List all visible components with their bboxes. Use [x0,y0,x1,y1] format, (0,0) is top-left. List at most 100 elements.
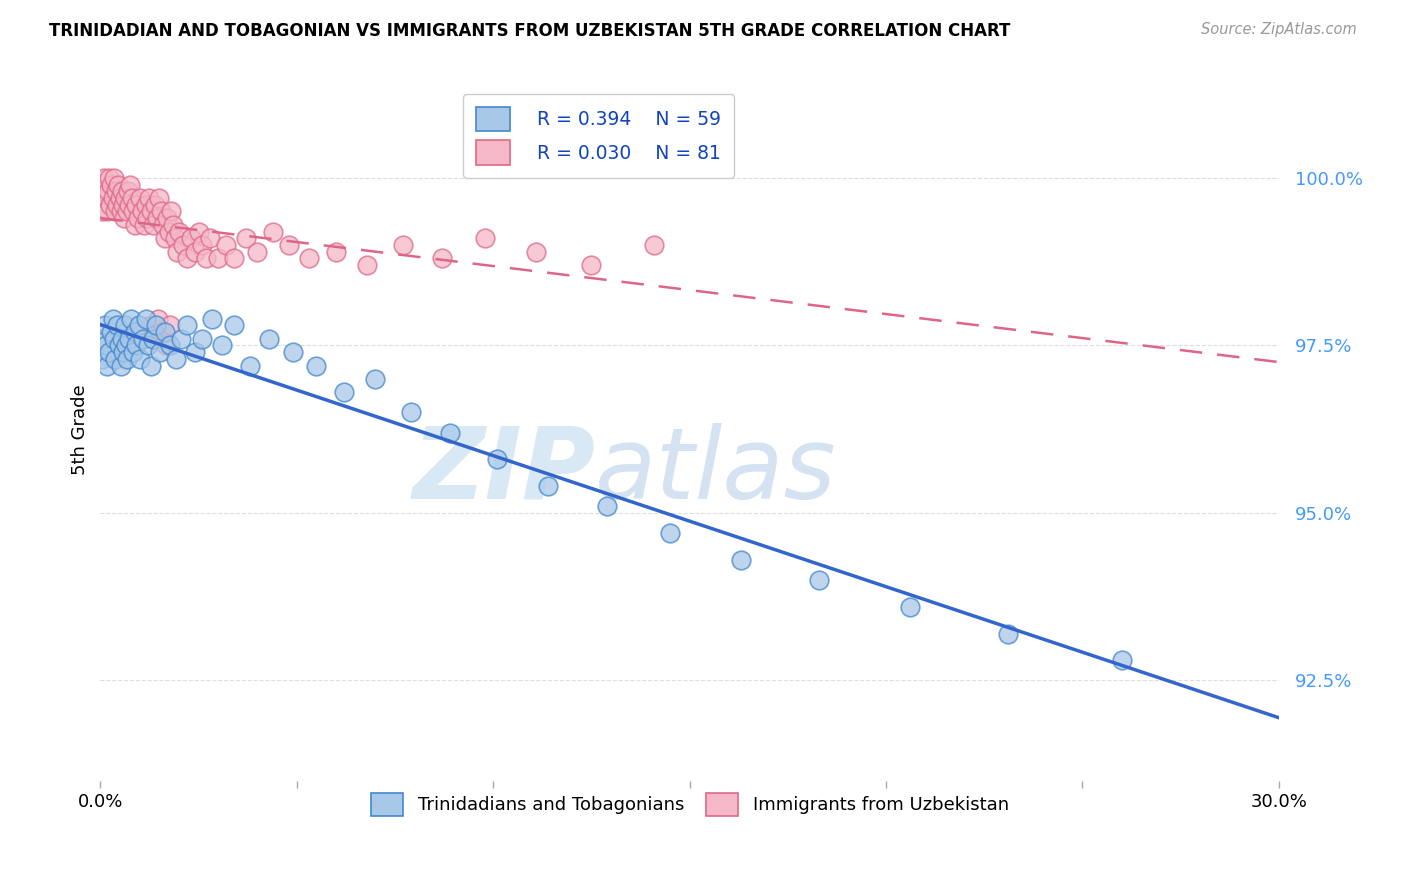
Point [94,191,117,205]
Point [129,351,152,366]
Point [195,252,218,266]
Point [166,244,188,259]
Point [364,372,387,386]
Point [100,178,122,192]
Point [139,359,162,373]
Point [143,198,166,212]
Point [128,318,150,333]
Point [135,311,157,326]
Point [159,318,181,333]
Point [211,338,233,352]
Point [104,204,127,219]
Point [121,191,143,205]
Point [297,252,319,266]
Point [115,351,138,366]
Point [239,359,262,373]
Point [139,318,162,333]
Point [162,218,184,232]
Point [439,425,461,440]
Point [146,211,169,226]
Point [808,573,831,587]
Point [159,338,181,352]
Point [125,198,148,212]
Point [149,345,172,359]
Point [399,405,422,419]
Point [118,198,141,212]
Point [526,244,548,259]
Point [486,452,509,467]
Point [91,185,114,199]
Point [98,170,121,185]
Point [150,204,173,219]
Point [277,238,299,252]
Point [165,351,187,366]
Point [117,185,139,199]
Point [96,338,118,352]
Point [143,332,166,346]
Legend: Trinidadians and Tobagonians, Immigrants from Uzbekistan: Trinidadians and Tobagonians, Immigrants… [361,783,1018,825]
Point [98,198,121,212]
Point [148,311,170,326]
Point [183,345,205,359]
Point [176,318,198,333]
Text: TRINIDADIAN AND TOBAGONIAN VS IMMIGRANTS FROM UZBEKISTAN 5TH GRADE CORRELATION C: TRINIDADIAN AND TOBAGONIAN VS IMMIGRANTS… [49,22,1011,40]
Point [100,325,122,339]
Point [138,191,160,205]
Point [114,318,136,333]
Point [222,318,245,333]
Point [152,218,174,232]
Point [997,626,1019,640]
Point [124,218,146,232]
Point [101,311,124,326]
Point [101,191,124,205]
Point [114,191,136,205]
Point [153,325,176,339]
Point [898,599,921,614]
Text: Source: ZipAtlas.com: Source: ZipAtlas.com [1201,22,1357,37]
Point [107,178,129,192]
Point [145,318,167,333]
Point [167,225,190,239]
Point [262,225,284,239]
Point [187,225,209,239]
Point [112,198,135,212]
Point [121,345,143,359]
Point [160,204,183,219]
Point [115,338,138,352]
Point [136,338,159,352]
Point [125,338,148,352]
Point [207,252,229,266]
Point [105,198,128,212]
Point [111,185,134,199]
Point [537,479,560,493]
Point [392,238,415,252]
Point [111,332,134,346]
Point [200,231,222,245]
Point [104,351,127,366]
Point [281,345,304,359]
Point [153,231,176,245]
Point [96,359,118,373]
Point [201,311,224,326]
Point [98,345,121,359]
Point [128,191,150,205]
Point [356,258,378,272]
Point [136,211,159,226]
Point [93,332,115,346]
Point [103,170,125,185]
Point [112,211,135,226]
Point [259,332,281,346]
Text: ZIP: ZIP [412,423,595,520]
Point [333,385,356,400]
Point [596,500,619,514]
Point [155,338,177,352]
Point [120,311,142,326]
Point [96,204,118,219]
Point [172,238,194,252]
Point [235,231,257,245]
Point [131,204,153,219]
Point [105,318,128,333]
Point [127,211,149,226]
Point [191,238,214,252]
Point [305,359,328,373]
